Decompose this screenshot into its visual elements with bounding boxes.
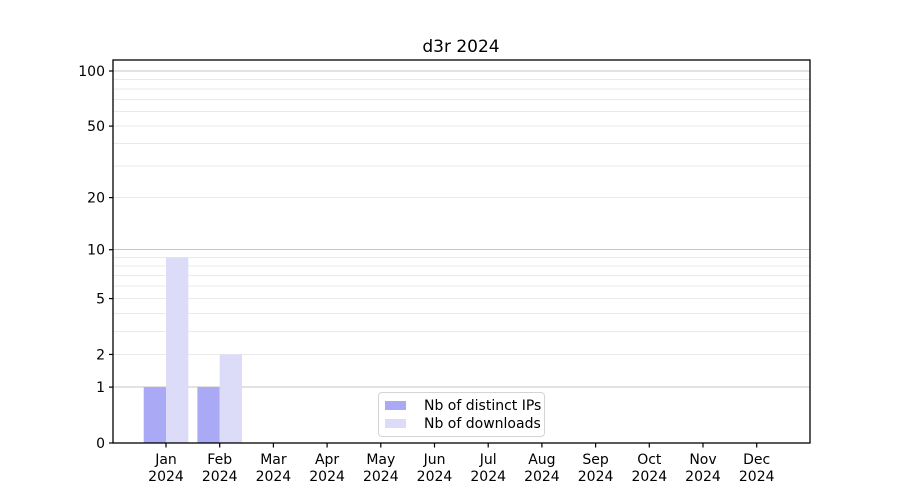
x-tick-label-year: 2024: [524, 469, 560, 485]
bars-layer: [143, 257, 242, 443]
x-tick-label-month: Jun: [423, 452, 446, 468]
bar-nb-of-distinct-ips-feb: [197, 387, 220, 443]
legend-swatch-downloads: [385, 419, 406, 428]
legend-entry-downloads: Nb of downloads: [385, 417, 544, 431]
y-tick-label: 10: [87, 243, 105, 259]
x-tick-label-year: 2024: [685, 469, 721, 485]
x-tick-label-month: Mar: [260, 452, 287, 468]
x-tick-label-month: Nov: [689, 452, 716, 468]
y-tick-label: 2: [96, 347, 105, 363]
legend-entry-distinct-ips: Nb of distinct IPs: [385, 399, 544, 413]
x-tick-label-year: 2024: [363, 469, 399, 485]
legend-swatch-distinct-ips: [385, 401, 406, 410]
legend-label-downloads: Nb of downloads: [424, 415, 541, 432]
y-tick-label: 5: [96, 292, 105, 308]
y-axis-ticks: 0 1 2 5 10 20 50 100: [78, 64, 113, 452]
plot-border: [112, 59, 811, 444]
x-tick-label-year: 2024: [202, 469, 238, 485]
x-tick-label-month: Feb: [207, 452, 232, 468]
x-tick-label-year: 2024: [470, 469, 506, 485]
x-tick-label-year: 2024: [309, 469, 345, 485]
x-tick-label-year: 2024: [578, 469, 614, 485]
x-tick-label-month: May: [366, 452, 395, 468]
x-tick-label-month: Sep: [582, 452, 609, 468]
x-axis-ticks: Jan2024Feb2024Mar2024Apr2024May2024Jun20…: [148, 443, 775, 485]
x-tick-label-month: Jan: [154, 452, 177, 468]
x-tick-label-year: 2024: [256, 469, 292, 485]
bar-nb-of-downloads-feb: [219, 354, 242, 443]
gridlines-layer: [113, 70, 810, 388]
x-tick-label-month: Apr: [315, 452, 339, 468]
x-tick-label-month: Dec: [743, 452, 770, 468]
x-tick-label-year: 2024: [148, 469, 184, 485]
y-tick-label: 100: [78, 64, 105, 80]
legend-label-distinct-ips: Nb of distinct IPs: [424, 397, 542, 414]
x-tick-label-month: Jul: [479, 452, 497, 468]
y-tick-label: 50: [87, 119, 105, 135]
x-tick-label-year: 2024: [631, 469, 667, 485]
y-tick-label: 20: [87, 191, 105, 207]
chart-title: d3r 2024: [422, 37, 499, 57]
x-tick-label-year: 2024: [417, 469, 453, 485]
y-tick-label: 1: [96, 380, 105, 396]
bar-nb-of-distinct-ips-jan: [143, 387, 166, 443]
x-tick-label-month: Oct: [637, 452, 662, 468]
y-tick-label: 0: [96, 436, 105, 452]
legend: Nb of distinct IPs Nb of downloads: [378, 392, 545, 437]
x-tick-label-month: Aug: [528, 452, 555, 468]
x-tick-label-year: 2024: [739, 469, 775, 485]
bar-nb-of-downloads-jan: [166, 257, 189, 443]
